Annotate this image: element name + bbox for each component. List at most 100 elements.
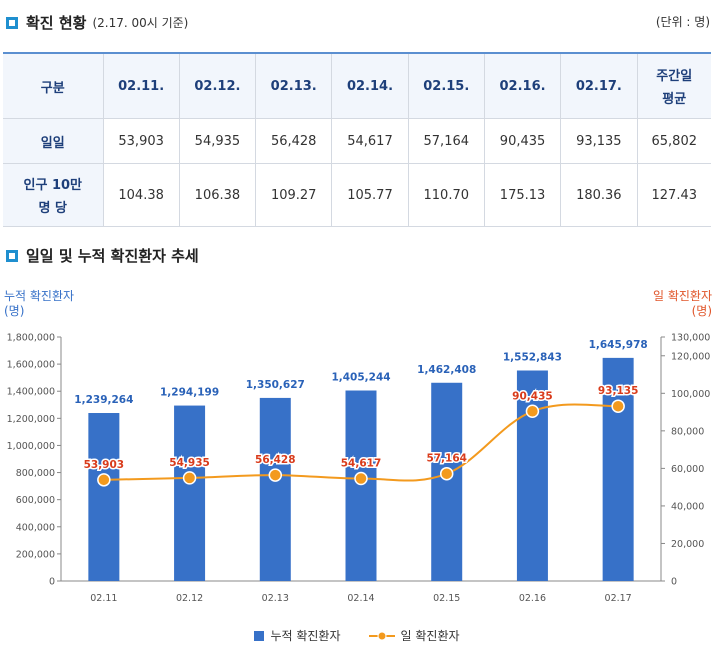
left-tick-label: 1,000,000 <box>7 441 55 452</box>
line-point-daily <box>97 473 111 487</box>
table-cell-average: 127.43 <box>636 163 711 227</box>
table-cell: 90,435 <box>483 118 561 164</box>
table-date-header: 02.11. <box>102 53 180 119</box>
table-cell: 175.13 <box>483 163 561 227</box>
table-row-daily: 일일 53,903 54,935 56,428 54,617 57,164 90… <box>3 118 711 164</box>
section-trend-title: 일일 및 누적 확진환자 추세 <box>26 247 199 265</box>
table-date-header: 02.17. <box>560 53 637 119</box>
bar-cumulative <box>602 357 634 581</box>
table-avg-header-line1: 주간일 <box>656 69 693 84</box>
bar-value-label: 1,552,843 <box>503 352 562 364</box>
table-cell: 54,935 <box>178 118 256 164</box>
x-tick-label: 02.11 <box>90 593 117 604</box>
bar-value-label: 1,350,627 <box>246 379 305 391</box>
legend-label-cumulative: 누적 확진환자 <box>270 629 341 643</box>
legend-item-daily: 일 확진환자 <box>368 627 460 644</box>
line-point-daily <box>611 399 625 413</box>
left-tick-label: 800,000 <box>16 468 55 479</box>
bar-value-label: 1,405,244 <box>331 372 390 384</box>
section-square-icon <box>6 16 18 29</box>
section-status-title: 확진 현황 <box>26 14 87 32</box>
right-axis-title-line1: 일 확진환자 <box>652 289 712 303</box>
right-tick-label: 100,000 <box>671 389 710 400</box>
left-tick-label: 600,000 <box>16 495 55 506</box>
table-header-row: 구분 02.11. 02.12. 02.13. 02.14. 02.15. 02… <box>3 53 711 119</box>
table-cell: 106.38 <box>178 163 256 227</box>
legend-line-swatch <box>368 631 395 640</box>
table-row-per100k: 인구 10만 명 당 104.38 106.38 109.27 105.77 1… <box>3 163 711 227</box>
table-date-header: 02.12. <box>178 53 256 119</box>
bar-cumulative <box>174 405 206 581</box>
right-tick-label: 120,000 <box>671 351 710 362</box>
table-row-label: 인구 10만 명 당 <box>3 163 103 227</box>
table-date-header: 02.15. <box>407 53 485 119</box>
line-point-daily <box>182 471 197 485</box>
right-axis-title-line2: (명) <box>691 304 712 318</box>
bar-value-label: 1,645,978 <box>589 339 648 351</box>
left-tick-label: 1,400,000 <box>7 387 55 398</box>
left-tick-label: 1,800,000 <box>7 333 55 344</box>
table-cell: 57,164 <box>407 118 485 164</box>
table-row-label: 일일 <box>3 118 103 164</box>
right-axis-title: 일 확진환자 (명) <box>653 289 712 319</box>
right-tick-label: 80,000 <box>671 426 704 437</box>
table-cell: 104.38 <box>102 163 180 227</box>
section-square-icon <box>6 249 18 262</box>
chart-legend: 누적 확진환자 일 확진환자 <box>0 627 714 644</box>
bar-cumulative <box>345 390 377 581</box>
left-tick-label: 0 <box>49 577 55 588</box>
legend-bar-swatch <box>254 630 265 641</box>
status-table: 구분 02.11. 02.12. 02.13. 02.14. 02.15. 02… <box>3 52 711 227</box>
right-tick-label: 40,000 <box>671 501 704 512</box>
line-value-label: 93,135 <box>598 385 639 397</box>
line-value-label: 56,428 <box>255 454 296 466</box>
table-cell: 93,135 <box>560 118 637 164</box>
left-axis-title-line1: 누적 확진환자 <box>4 289 75 303</box>
unit-label: (단위 : 명) <box>655 15 710 29</box>
section-trend-header: 일일 및 누적 확진환자 추세 <box>6 245 199 266</box>
line-point-daily <box>439 466 454 481</box>
left-tick-label: 400,000 <box>16 522 55 533</box>
table-header-label: 구분 <box>3 53 103 119</box>
left-axis-title: 누적 확진환자 (명) <box>4 289 74 319</box>
table-cell: 105.77 <box>331 163 409 227</box>
line-value-label: 90,435 <box>512 390 553 402</box>
table-cell-average: 65,802 <box>636 118 711 164</box>
x-tick-label: 02.15 <box>433 593 460 604</box>
line-value-label: 54,617 <box>341 457 382 469</box>
right-tick-label: 60,000 <box>671 464 704 475</box>
section-status-header: 확진 현황 (2.17. 00시 기준) <box>6 12 188 33</box>
x-tick-label: 02.17 <box>605 593 632 604</box>
table-date-header: 02.14. <box>331 53 409 119</box>
bar-value-label: 1,239,264 <box>74 394 133 406</box>
line-point-daily <box>525 404 540 419</box>
table-cell: 109.27 <box>255 163 332 227</box>
bar-value-label: 1,294,199 <box>160 387 219 399</box>
table-row-label-line1: 인구 10만 <box>23 178 83 193</box>
line-point-daily <box>354 471 368 486</box>
right-tick-label: 130,000 <box>671 333 710 344</box>
legend-label-daily: 일 확진환자 <box>400 629 460 643</box>
table-row-label-line2: 명 당 <box>38 201 67 216</box>
bar-cumulative <box>88 413 120 581</box>
right-tick-label: 0 <box>671 577 677 588</box>
line-value-label: 53,903 <box>84 459 125 471</box>
line-value-label: 54,935 <box>169 457 210 469</box>
left-axis-title-line2: (명) <box>4 304 25 318</box>
x-tick-label: 02.14 <box>347 593 374 604</box>
left-tick-label: 1,600,000 <box>7 360 55 371</box>
table-cell: 53,903 <box>102 118 180 164</box>
table-cell: 54,617 <box>331 118 409 164</box>
x-tick-label: 02.13 <box>262 593 289 604</box>
table-date-header: 02.16. <box>483 53 561 119</box>
x-tick-label: 02.16 <box>519 593 546 604</box>
line-point-daily <box>268 468 283 482</box>
line-value-label: 57,164 <box>426 453 467 465</box>
legend-item-cumulative: 누적 확진환자 <box>254 627 341 644</box>
left-tick-label: 200,000 <box>16 549 55 560</box>
table-avg-header: 주간일 평균 <box>636 53 711 119</box>
bar-cumulative <box>259 397 291 581</box>
table-cell: 110.70 <box>407 163 485 227</box>
section-status-subtitle: (2.17. 00시 기준) <box>92 16 189 30</box>
bar-cumulative <box>431 382 463 581</box>
